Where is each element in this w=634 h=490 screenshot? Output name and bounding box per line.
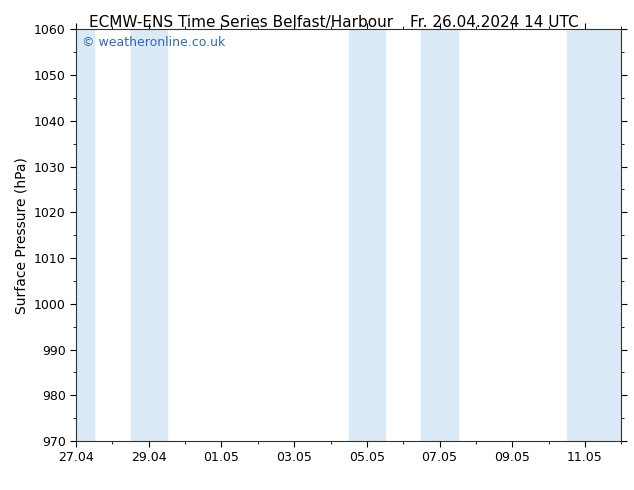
Text: Fr. 26.04.2024 14 UTC: Fr. 26.04.2024 14 UTC <box>410 15 579 30</box>
Bar <box>422 29 458 441</box>
Y-axis label: Surface Pressure (hPa): Surface Pressure (hPa) <box>14 157 29 314</box>
Text: ECMW-ENS Time Series Belfast/Harbour: ECMW-ENS Time Series Belfast/Harbour <box>89 15 393 30</box>
Bar <box>131 29 167 441</box>
Bar <box>567 29 621 441</box>
Text: © weatheronline.co.uk: © weatheronline.co.uk <box>82 36 225 49</box>
Bar <box>349 29 385 441</box>
Bar <box>76 29 94 441</box>
